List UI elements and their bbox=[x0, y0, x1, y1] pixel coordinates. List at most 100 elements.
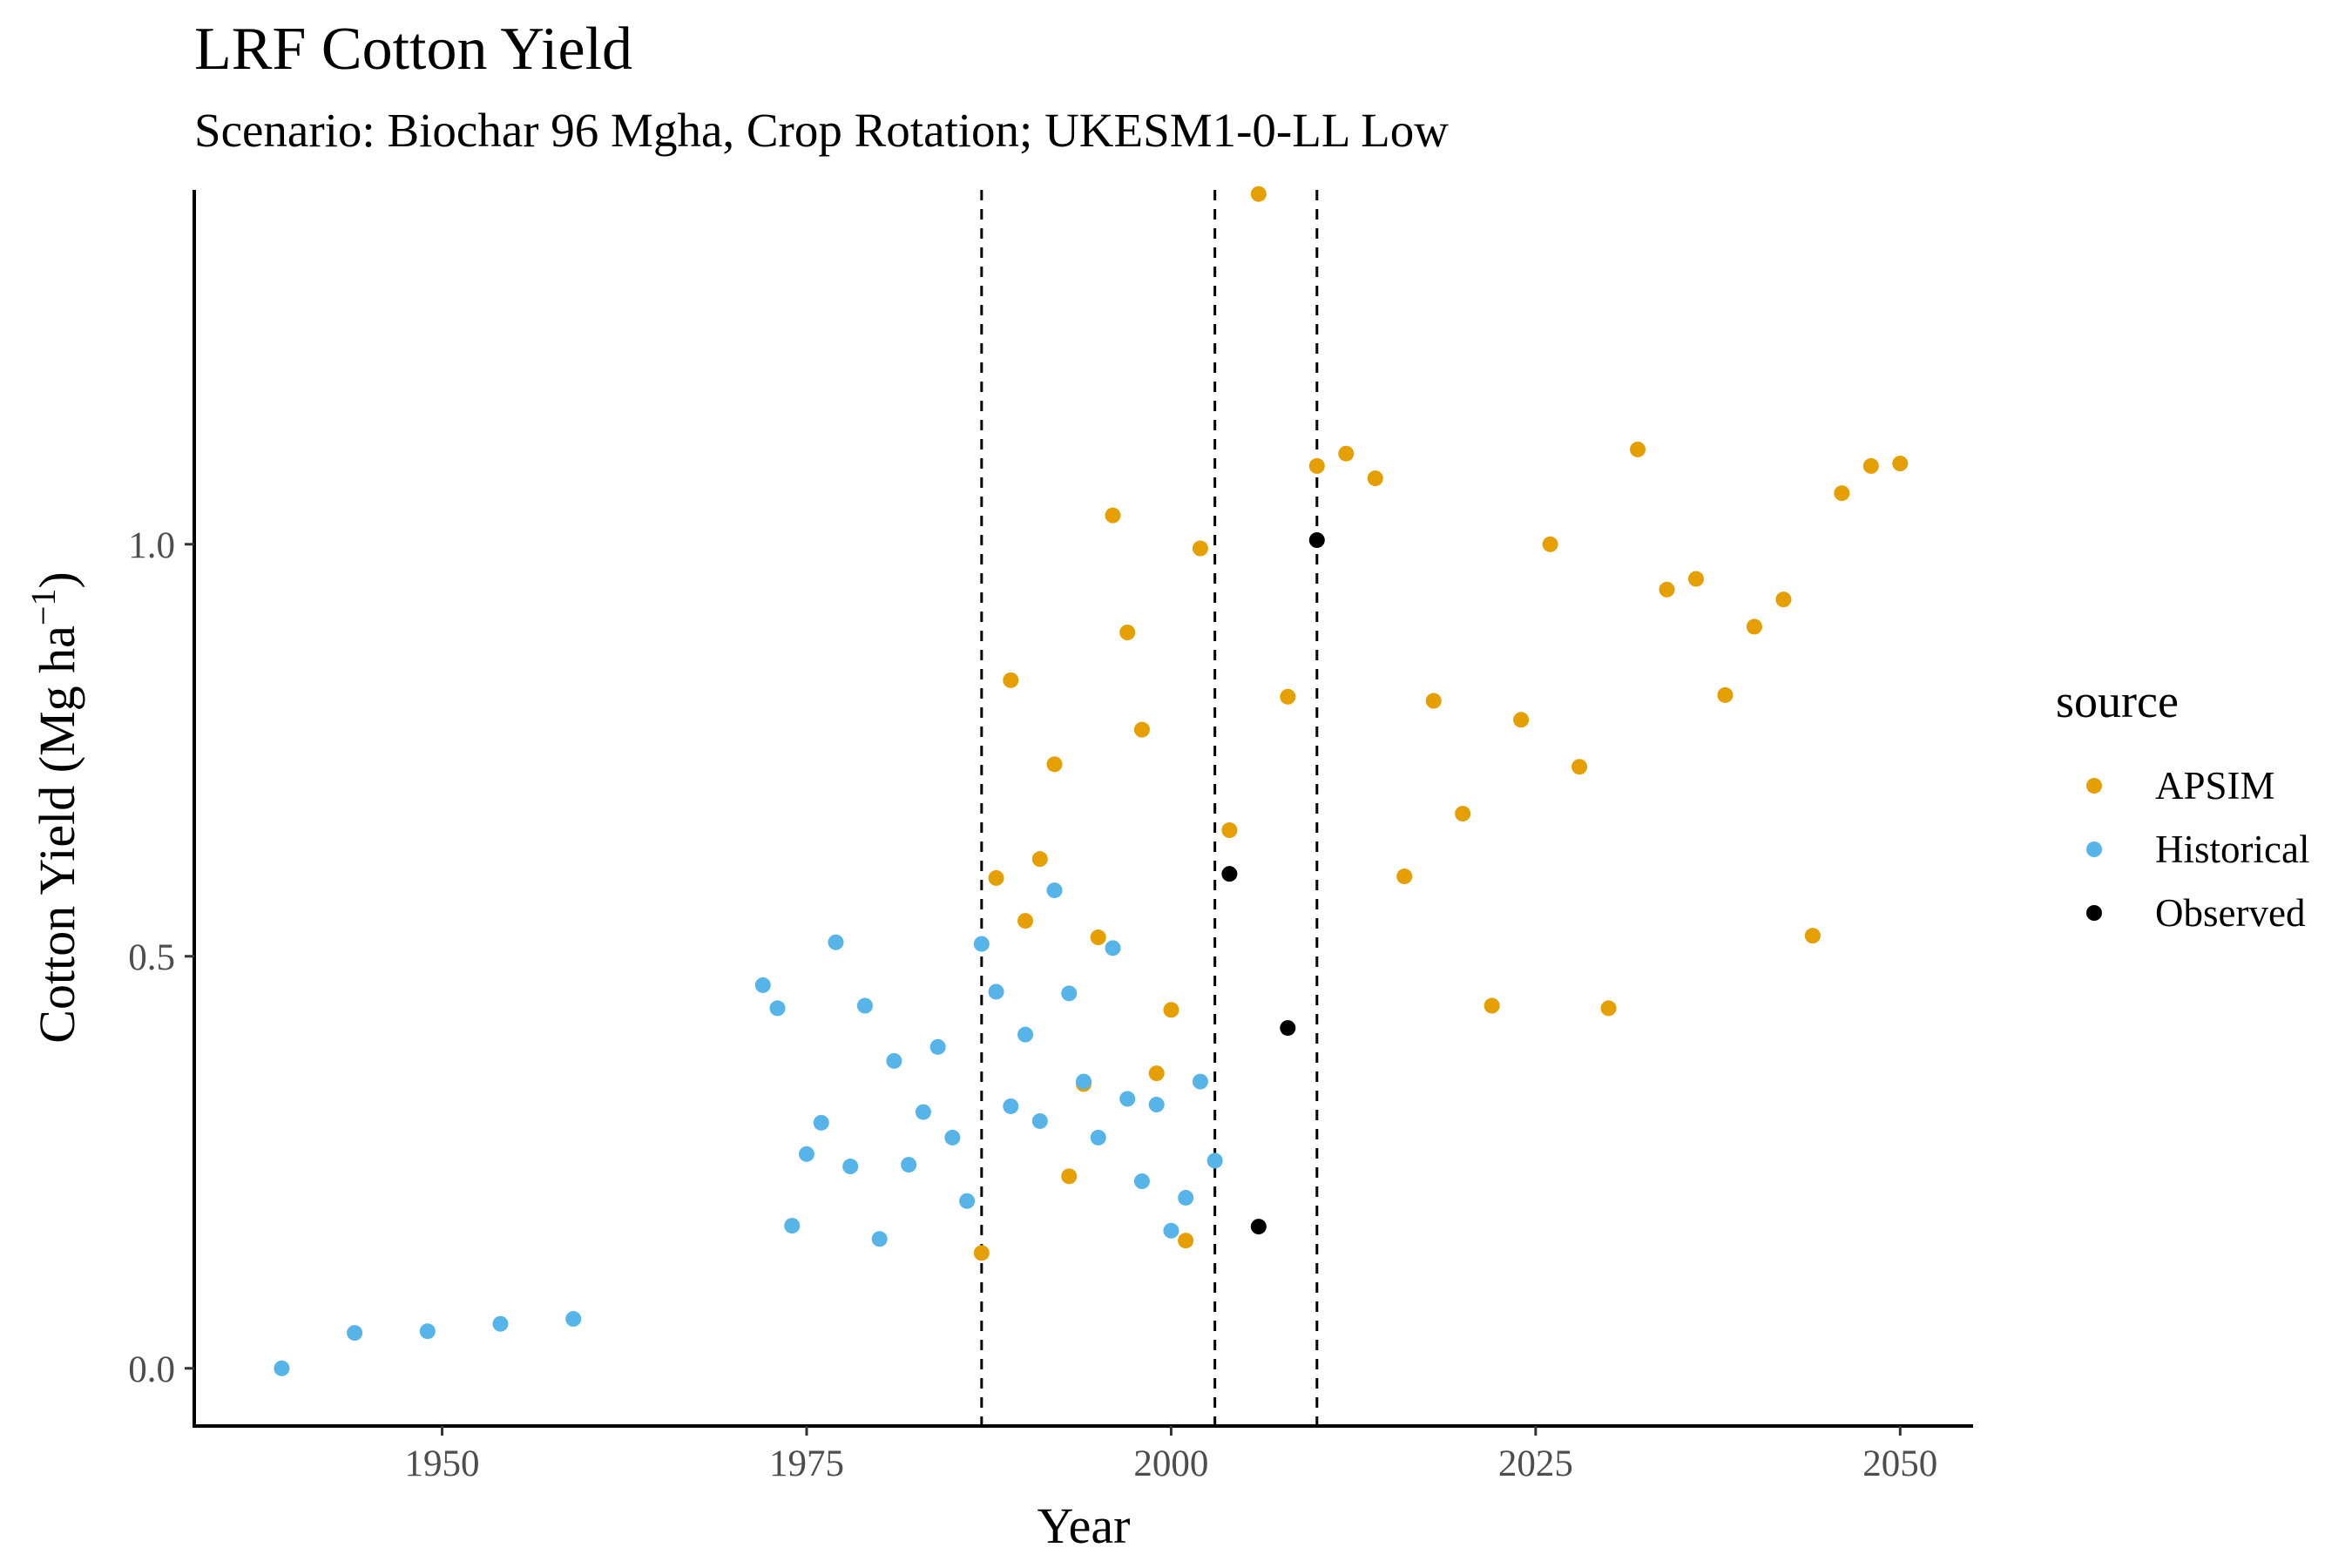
data-point-apsim bbox=[1892, 456, 1909, 472]
y-tick-label: 0.5 bbox=[128, 937, 175, 978]
data-point-historical bbox=[1061, 985, 1078, 1002]
data-point-observed bbox=[1280, 1020, 1296, 1037]
data-points bbox=[274, 186, 1909, 1376]
data-point-historical bbox=[1017, 1026, 1034, 1043]
data-point-historical bbox=[1178, 1189, 1194, 1206]
data-point-apsim bbox=[1221, 822, 1238, 839]
data-point-apsim bbox=[1031, 851, 1048, 868]
data-point-historical bbox=[813, 1114, 829, 1131]
x-axis-ticks: 1950 1975 2000 2025 2050 bbox=[405, 1426, 1937, 1484]
x-tick-label: 2025 bbox=[1498, 1443, 1573, 1484]
data-point-historical bbox=[565, 1311, 582, 1328]
data-point-historical bbox=[901, 1157, 917, 1173]
y-axis-title-close: ) bbox=[29, 571, 85, 588]
reference-lines bbox=[980, 190, 1319, 1426]
data-point-historical bbox=[915, 1104, 931, 1120]
data-point-historical bbox=[842, 1159, 859, 1175]
data-point-apsim bbox=[1425, 693, 1442, 709]
data-point-apsim bbox=[1571, 759, 1588, 775]
data-point-apsim bbox=[1687, 571, 1704, 587]
data-point-historical bbox=[886, 1052, 902, 1069]
data-point-apsim bbox=[1542, 536, 1558, 552]
data-point-apsim bbox=[1367, 470, 1383, 487]
data-point-historical bbox=[1148, 1097, 1165, 1113]
legend-label-apsim: APSIM bbox=[2155, 764, 2275, 808]
data-point-historical bbox=[769, 1000, 786, 1017]
data-point-apsim bbox=[1862, 457, 1879, 474]
data-point-historical bbox=[1003, 1098, 1019, 1114]
data-point-apsim bbox=[1178, 1233, 1194, 1249]
data-point-historical bbox=[347, 1325, 363, 1342]
data-point-historical bbox=[1192, 1073, 1208, 1090]
data-point-historical bbox=[959, 1193, 976, 1209]
data-point-apsim bbox=[988, 869, 1004, 886]
data-point-observed bbox=[1221, 866, 1238, 882]
x-axis-title: Year bbox=[1037, 1497, 1131, 1554]
x-tick-label: 2000 bbox=[1133, 1443, 1208, 1484]
data-point-apsim bbox=[1775, 591, 1792, 608]
data-point-historical bbox=[828, 934, 844, 950]
data-point-apsim bbox=[1804, 928, 1821, 944]
data-point-apsim bbox=[1834, 485, 1850, 502]
data-point-historical bbox=[944, 1129, 961, 1146]
data-point-apsim bbox=[1090, 929, 1106, 946]
data-point-historical bbox=[1133, 1173, 1150, 1190]
y-axis-title: Cotton Yield (Mg ha−1) bbox=[24, 571, 85, 1043]
data-point-historical bbox=[1046, 882, 1063, 899]
data-point-apsim bbox=[1133, 721, 1150, 738]
data-point-apsim bbox=[1455, 806, 1471, 822]
data-point-apsim bbox=[1061, 1168, 1078, 1185]
data-point-observed bbox=[1250, 1219, 1267, 1235]
data-point-apsim bbox=[1192, 540, 1208, 557]
y-axis-title-text: Cotton Yield (Mg ha bbox=[29, 625, 85, 1044]
chart-subtitle: Scenario: Biochar 96 Mgha, Crop Rotation… bbox=[194, 104, 1449, 157]
data-point-apsim bbox=[1513, 712, 1530, 728]
data-point-apsim bbox=[1119, 625, 1136, 641]
data-point-historical bbox=[1206, 1152, 1223, 1169]
data-point-apsim bbox=[1046, 756, 1063, 773]
legend-key-historical bbox=[2086, 841, 2102, 857]
data-point-historical bbox=[798, 1146, 814, 1162]
data-point-historical bbox=[973, 936, 990, 952]
data-point-historical bbox=[871, 1231, 888, 1247]
data-point-apsim bbox=[1630, 441, 1646, 457]
data-point-historical bbox=[1076, 1073, 1092, 1090]
legend-key-apsim bbox=[2086, 778, 2102, 794]
legend-label-observed: Observed bbox=[2155, 891, 2305, 935]
y-tick-label: 0.0 bbox=[128, 1349, 175, 1390]
data-point-apsim bbox=[1484, 997, 1500, 1014]
legend-title: source bbox=[2056, 675, 2179, 727]
data-point-historical bbox=[754, 977, 771, 993]
chart-title: LRF Cotton Yield bbox=[194, 16, 632, 83]
data-point-historical bbox=[929, 1038, 946, 1055]
legend-key-observed bbox=[2086, 905, 2102, 921]
legend-label-historical: Historical bbox=[2155, 828, 2309, 871]
data-point-historical bbox=[1163, 1222, 1179, 1239]
y-axis-title-exponent: −1 bbox=[24, 589, 63, 626]
data-point-apsim bbox=[1163, 1002, 1179, 1018]
data-point-historical bbox=[492, 1315, 509, 1332]
data-point-apsim bbox=[1308, 457, 1325, 474]
y-tick-label: 1.0 bbox=[128, 525, 175, 566]
legend: source APSIM Historical Observed bbox=[2056, 675, 2309, 935]
data-point-historical bbox=[1090, 1129, 1106, 1146]
data-point-apsim bbox=[1003, 672, 1019, 688]
data-point-historical bbox=[274, 1360, 290, 1376]
data-point-apsim bbox=[1338, 445, 1355, 462]
data-point-apsim bbox=[973, 1245, 990, 1261]
data-point-historical bbox=[1031, 1112, 1048, 1129]
data-point-apsim bbox=[1746, 618, 1762, 635]
data-point-apsim bbox=[1396, 868, 1413, 885]
x-tick-label: 2050 bbox=[1862, 1443, 1937, 1484]
data-point-historical bbox=[1119, 1091, 1136, 1107]
x-tick-label: 1975 bbox=[769, 1443, 844, 1484]
data-point-apsim bbox=[1017, 913, 1034, 929]
x-tick-label: 1950 bbox=[405, 1443, 480, 1484]
data-point-apsim bbox=[1717, 686, 1734, 703]
data-point-apsim bbox=[1250, 186, 1267, 202]
data-point-historical bbox=[988, 983, 1004, 1000]
data-point-observed bbox=[1308, 532, 1325, 549]
data-point-historical bbox=[1105, 940, 1121, 956]
data-point-apsim bbox=[1105, 507, 1121, 524]
